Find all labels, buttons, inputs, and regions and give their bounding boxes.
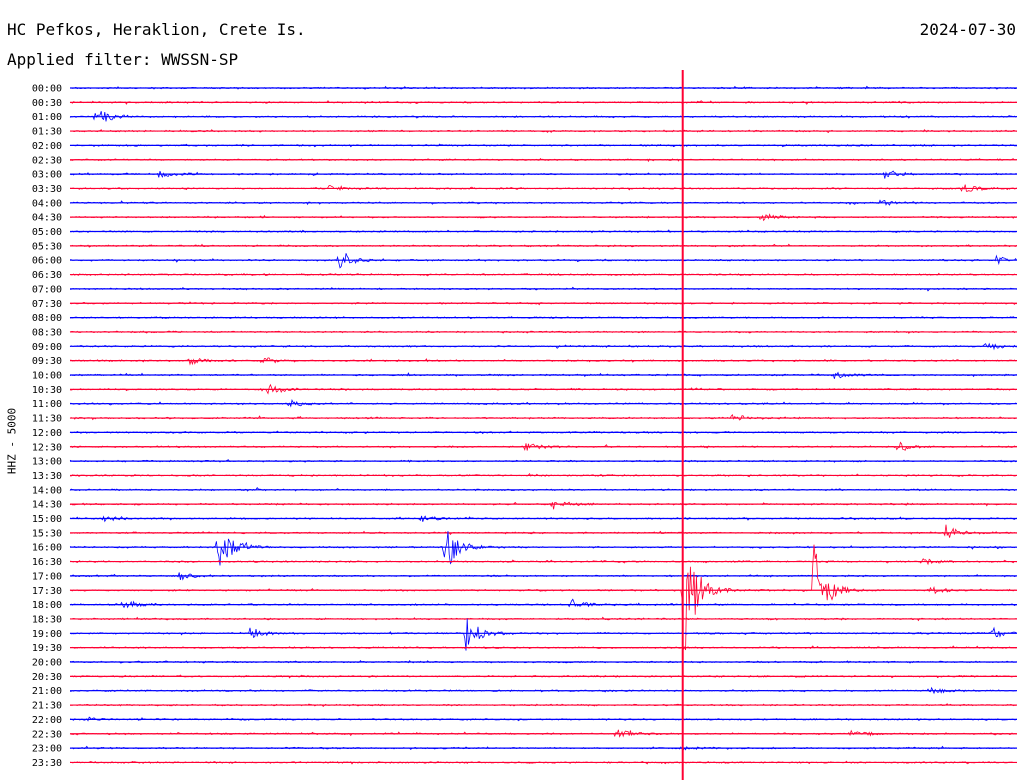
- trace-row: [69, 414, 1017, 421]
- row-time-label: 00:30: [32, 98, 62, 109]
- row-time-label: 20:30: [32, 672, 62, 683]
- row-time-label: 20:00: [32, 658, 62, 669]
- trace-row: [69, 524, 1017, 538]
- row-time-label: 07:30: [32, 299, 62, 310]
- row-time-label: 08:30: [32, 327, 62, 338]
- row-time-label: 18:00: [32, 600, 62, 611]
- row-time-label: 19:00: [32, 629, 62, 640]
- row-time-label: 03:30: [32, 184, 62, 195]
- row-time-label: 12:30: [32, 442, 62, 453]
- row-time-label: 10:00: [32, 371, 62, 382]
- row-time-label: 19:30: [32, 643, 62, 654]
- date-label: 2024-07-30: [919, 20, 1016, 39]
- row-time-label: 04:30: [32, 213, 62, 224]
- trace-row: [69, 501, 1017, 510]
- row-time-label: 07:00: [32, 284, 62, 295]
- row-time-label: 22:30: [32, 729, 62, 740]
- row-time-label: 21:30: [32, 701, 62, 712]
- row-time-label: 00:00: [32, 84, 62, 95]
- row-time-label: 15:30: [32, 528, 62, 539]
- row-time-label: 01:30: [32, 127, 62, 138]
- row-time-label: 06:00: [32, 256, 62, 267]
- row-time-label: 15:00: [32, 514, 62, 525]
- row-time-label: 14:00: [32, 485, 62, 496]
- row-time-label: 23:30: [32, 758, 62, 769]
- trace-row: [69, 371, 1017, 379]
- row-time-label: 05:30: [32, 241, 62, 252]
- row-time-label: 14:30: [32, 500, 62, 511]
- row-time-label: 13:30: [32, 471, 62, 482]
- row-time-label: 09:30: [32, 356, 62, 367]
- row-time-label: 13:00: [32, 457, 62, 468]
- row-time-label: 12:00: [32, 428, 62, 439]
- row-time-label: 16:30: [32, 557, 62, 568]
- row-time-label: 05:00: [32, 227, 62, 238]
- station-title: HC Pefkos, Heraklion, Crete Is.: [7, 20, 306, 39]
- row-time-label: 10:30: [32, 385, 62, 396]
- row-time-label: 11:30: [32, 414, 62, 425]
- trace-row: [69, 544, 1017, 651]
- row-time-label: 09:00: [32, 342, 62, 353]
- row-time-label: 04:00: [32, 198, 62, 209]
- filter-label: Applied filter: WWSSN-SP: [7, 50, 239, 69]
- row-time-label: 08:00: [32, 313, 62, 324]
- trace-row: [69, 598, 1017, 609]
- row-time-label: 21:00: [32, 686, 62, 697]
- row-time-label: 22:00: [32, 715, 62, 726]
- row-time-label: 16:00: [32, 543, 62, 554]
- trace-row: [69, 531, 1017, 566]
- row-time-label: 06:30: [32, 270, 62, 281]
- row-time-label: 02:00: [32, 141, 62, 152]
- trace-row: [69, 618, 1018, 651]
- row-time-label: 11:00: [32, 399, 62, 410]
- row-time-label: 17:30: [32, 586, 62, 597]
- row-time-label: 01:00: [32, 112, 62, 123]
- row-time-label: 02:30: [32, 155, 62, 166]
- row-time-label: 18:30: [32, 614, 62, 625]
- row-time-label: 23:00: [32, 744, 62, 755]
- row-time-label: 17:00: [32, 571, 62, 582]
- trace-row: [69, 170, 1017, 179]
- row-time-label: 03:00: [32, 170, 62, 181]
